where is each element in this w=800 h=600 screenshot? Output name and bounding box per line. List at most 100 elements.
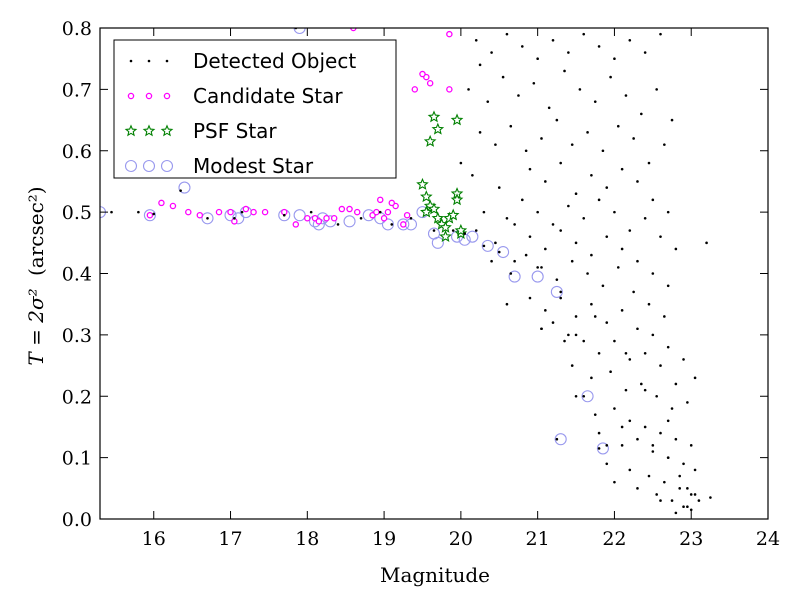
psf-star-point xyxy=(431,211,445,224)
detected-object-point xyxy=(478,131,482,134)
x-tick-label: 20 xyxy=(449,528,473,550)
detected-object-point xyxy=(540,327,543,331)
psf-star-point xyxy=(427,110,441,123)
detected-object-point xyxy=(551,223,555,226)
detected-object-point xyxy=(686,505,689,509)
detected-object-point xyxy=(674,247,678,251)
legend-marker-detected xyxy=(165,59,169,63)
x-tick-label: 24 xyxy=(756,528,780,550)
detected-object-point xyxy=(647,302,651,306)
detected-object-point xyxy=(643,425,647,429)
detected-object-point xyxy=(686,487,689,490)
detected-object-point xyxy=(509,124,513,128)
detected-object-point xyxy=(659,431,662,435)
modest-star-point xyxy=(497,245,510,259)
candidate-star-point xyxy=(250,208,257,216)
detected-object-point xyxy=(597,447,601,450)
detected-object-point xyxy=(624,351,628,355)
legend-label-psf: PSF Star xyxy=(193,119,277,143)
x-tick-label: 22 xyxy=(602,528,626,550)
modest-star-point xyxy=(293,28,306,35)
detected-object-point xyxy=(544,180,547,183)
detected-object-point xyxy=(206,216,209,220)
detected-object-point xyxy=(471,174,474,177)
psf-star-point xyxy=(439,230,452,243)
detected-object-point xyxy=(390,223,394,226)
y-tick-label: 0.1 xyxy=(62,448,92,470)
x-tick-label: 19 xyxy=(372,528,396,550)
detected-object-point xyxy=(409,216,413,220)
detected-object-point xyxy=(532,81,536,85)
detected-object-point xyxy=(693,376,697,380)
x-tick-label: 21 xyxy=(526,528,550,550)
modest-star-point xyxy=(431,236,444,249)
detected-object-point xyxy=(233,216,236,220)
candidate-star-point xyxy=(215,208,223,216)
detected-object-point xyxy=(544,247,547,251)
modest-star-point xyxy=(550,285,563,298)
y-tick-label: 0.0 xyxy=(62,509,92,531)
detected-object-point xyxy=(574,241,578,245)
detected-object-point xyxy=(632,137,635,140)
detected-object-point xyxy=(110,210,113,214)
detected-object-point xyxy=(505,302,509,306)
detected-object-point xyxy=(574,315,578,318)
candidate-star-point xyxy=(350,28,357,32)
detected-object-point xyxy=(578,88,582,91)
detected-object-point xyxy=(555,437,559,441)
detected-object-point xyxy=(282,213,286,217)
detected-object-point xyxy=(651,444,655,447)
detected-object-point xyxy=(605,186,609,189)
candidate-star-point xyxy=(446,30,453,38)
psf-star-point xyxy=(420,190,433,203)
legend-label-modest: Modest Star xyxy=(193,154,314,178)
detected-object-point xyxy=(655,394,658,398)
detected-object-point xyxy=(567,333,570,337)
candidate-star-point xyxy=(261,208,269,216)
detected-object-point xyxy=(632,290,635,294)
detected-object-point xyxy=(490,51,493,54)
detected-object-point xyxy=(474,229,478,232)
candidate-star-point xyxy=(146,211,154,219)
modest-star-point xyxy=(324,215,337,228)
candidate-star-point xyxy=(169,202,177,210)
detected-object-point xyxy=(682,505,685,509)
detected-object-point xyxy=(309,210,313,214)
detected-object-point xyxy=(709,496,712,499)
y-tick-label: 0.6 xyxy=(62,141,92,163)
detected-object-point xyxy=(651,272,655,275)
detected-object-point xyxy=(137,210,140,214)
detected-object-point xyxy=(674,437,678,441)
detected-object-point xyxy=(613,210,616,214)
detected-object-point xyxy=(551,38,555,42)
detected-object-point xyxy=(682,358,685,361)
candidate-star-point xyxy=(304,215,311,222)
detected-object-point xyxy=(559,296,562,300)
modest-star-point xyxy=(531,270,544,283)
candidate-star-point xyxy=(446,86,453,93)
modest-star-point xyxy=(201,212,214,225)
legend-label-candidate: Candidate Star xyxy=(193,84,343,108)
detected-object-point xyxy=(570,143,574,146)
candidate-star-point xyxy=(196,211,204,219)
psf-star-point xyxy=(420,205,433,218)
candidate-star-point xyxy=(315,218,323,225)
detected-object-point xyxy=(482,244,486,248)
detected-object-point xyxy=(463,232,467,235)
detected-object-point xyxy=(536,210,539,214)
detected-object-point xyxy=(613,480,616,484)
legend-marker-candidate xyxy=(127,92,135,100)
candidate-star-point xyxy=(353,208,361,216)
psf-star-point xyxy=(439,220,452,233)
modest-star-point xyxy=(554,433,567,446)
legend-marker-modest xyxy=(124,159,138,173)
psf-star-point xyxy=(454,223,468,236)
detected-object-point xyxy=(655,493,658,496)
psf-star-point xyxy=(446,208,460,221)
detected-object-point xyxy=(613,339,616,343)
legend-marker-candidate xyxy=(145,92,153,100)
detected-object-point xyxy=(432,229,436,232)
detected-object-point xyxy=(567,51,570,54)
detected-object-point xyxy=(651,333,655,337)
